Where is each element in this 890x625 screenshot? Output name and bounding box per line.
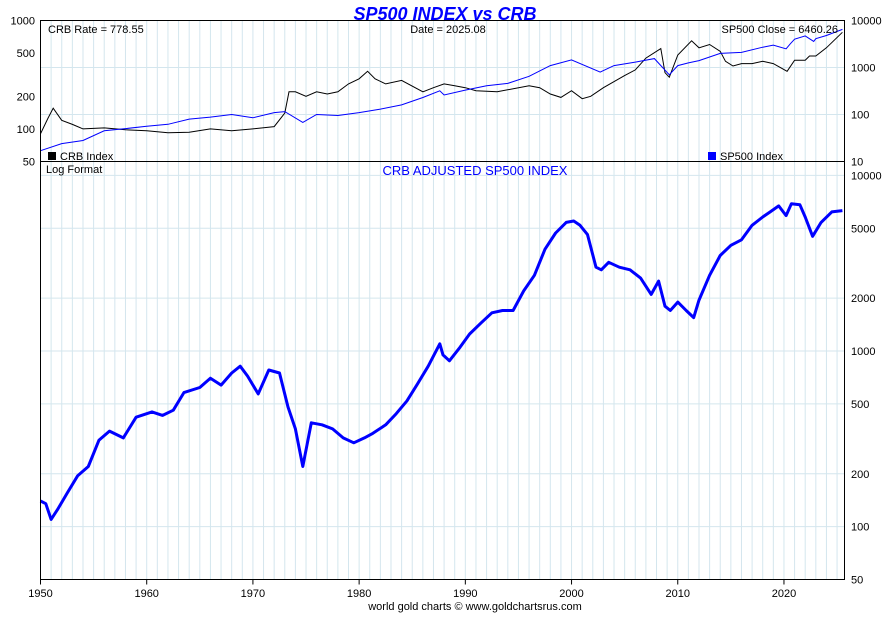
- x-tick-label: 1970: [241, 588, 265, 600]
- chart-title: SP500 INDEX vs CRB: [353, 4, 536, 24]
- x-tick-label: 2010: [666, 588, 690, 600]
- x-tick-label: 1980: [347, 588, 371, 600]
- y-tick-label: 10000: [851, 16, 882, 28]
- x-tick-label: 2000: [559, 588, 583, 600]
- y-tick-label: 10000: [851, 170, 882, 182]
- bottom-panel-frame: [40, 161, 845, 580]
- crb-rate-label: CRB Rate = 778.55: [48, 24, 144, 36]
- date-label: Date = 2025.08: [410, 24, 486, 36]
- top-right-axis: 10000 1000 100 10: [851, 16, 882, 169]
- sp500-legend-swatch: [708, 152, 716, 160]
- y-tick-label: 500: [17, 48, 35, 60]
- crb-legend-label: CRB Index: [60, 151, 114, 163]
- y-tick-label: 5000: [851, 223, 875, 235]
- y-tick-label: 50: [851, 575, 863, 587]
- log-format-label: Log Format: [46, 164, 102, 176]
- y-tick-label: 200: [851, 469, 869, 481]
- x-tick-label: 2020: [772, 588, 796, 600]
- bottom-panel-title: CRB ADJUSTED SP500 INDEX: [383, 163, 568, 178]
- x-axis: 1950 1960 1970 1980 1990 2000 2010 2020: [28, 579, 796, 600]
- y-tick-label: 200: [17, 91, 35, 103]
- y-tick-label: 10: [851, 157, 863, 169]
- y-tick-label: 100: [851, 522, 869, 534]
- footer-credit: world gold charts © www.goldchartsrus.co…: [367, 601, 582, 613]
- bottom-right-axis: 10000 5000 2000 1000 500 200 100 50: [851, 170, 882, 586]
- y-tick-label: 1000: [851, 63, 875, 75]
- crb-adjusted-sp500-line: [39, 202, 843, 521]
- crb-index-line: [40, 31, 843, 135]
- sp500-legend-label: SP500 Index: [720, 151, 783, 163]
- top-panel-frame: [40, 20, 845, 162]
- y-tick-label: 2000: [851, 293, 875, 305]
- sp500-index-line: [40, 28, 843, 152]
- y-tick-label: 500: [851, 399, 869, 411]
- y-tick-label: 50: [23, 157, 35, 169]
- top-panel-grid: [40, 20, 845, 162]
- x-tick-label: 1960: [134, 588, 158, 600]
- y-tick-label: 100: [851, 110, 869, 122]
- x-tick-label: 1950: [28, 588, 52, 600]
- sp500-close-label: SP500 Close = 6460.26: [721, 24, 838, 36]
- crb-legend-swatch: [48, 152, 56, 160]
- y-tick-label: 100: [17, 124, 35, 136]
- bottom-panel-grid: [40, 161, 845, 580]
- y-tick-label: 1000: [11, 16, 35, 28]
- x-tick-label: 1990: [453, 588, 477, 600]
- top-left-axis: 1000 500 200 100 50: [11, 16, 35, 169]
- y-tick-label: 1000: [851, 346, 875, 358]
